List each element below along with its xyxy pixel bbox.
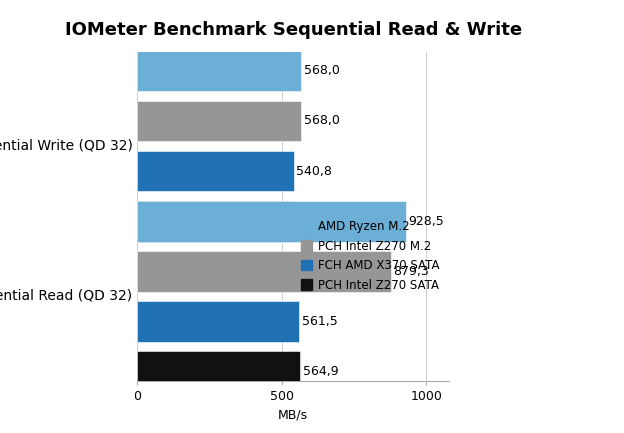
Text: 540,7: 540,7 xyxy=(296,215,332,228)
Bar xyxy=(137,201,293,242)
Bar xyxy=(137,201,406,242)
Bar xyxy=(137,100,301,141)
Text: 568,0: 568,0 xyxy=(304,114,339,127)
Legend: AMD Ryzen M.2, PCH Intel Z270 M.2, FCH AMD X370 SATA, PCH Intel Z270 SATA: AMD Ryzen M.2, PCH Intel Z270 M.2, FCH A… xyxy=(297,216,444,295)
X-axis label: MB/s: MB/s xyxy=(278,409,308,422)
Bar xyxy=(137,50,301,91)
Text: 879,3: 879,3 xyxy=(394,265,429,278)
Text: 564,9: 564,9 xyxy=(303,365,338,378)
Bar xyxy=(137,251,391,292)
Text: 928,5: 928,5 xyxy=(408,215,444,228)
Bar xyxy=(137,151,293,191)
Text: 561,5: 561,5 xyxy=(302,315,338,328)
Text: 540,8: 540,8 xyxy=(296,165,332,178)
Text: 568,0: 568,0 xyxy=(304,64,339,77)
Bar xyxy=(137,351,301,392)
Title: IOMeter Benchmark Sequential Read & Write: IOMeter Benchmark Sequential Read & Writ… xyxy=(65,21,522,39)
Bar xyxy=(137,301,300,342)
